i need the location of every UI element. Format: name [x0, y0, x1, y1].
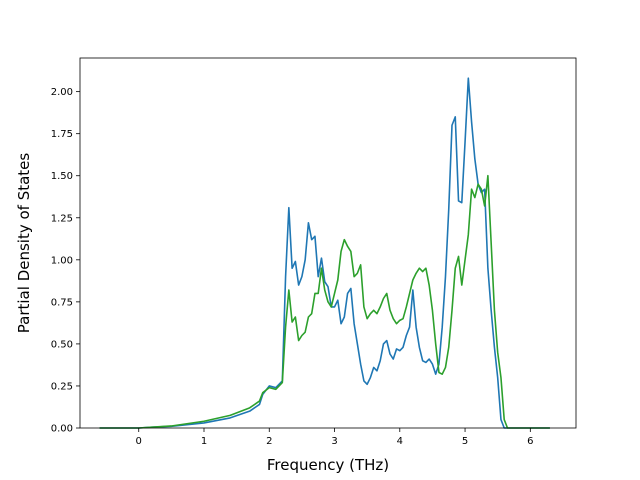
- y-axis-label: Partial Density of States: [15, 153, 33, 334]
- x-axis-label: Frequency (THz): [267, 456, 389, 474]
- y-tick-label: 0.50: [51, 339, 73, 350]
- y-tick-label: 0.25: [51, 381, 73, 392]
- plot-area: [99, 77, 550, 429]
- x-axis-ticks: 0 1 2 3 4 5 6: [136, 428, 534, 447]
- y-tick-label: 1.00: [51, 255, 73, 266]
- series-line-1: [99, 77, 550, 429]
- x-tick-label: 0: [136, 436, 142, 447]
- plot-frame: [79, 57, 577, 429]
- y-tick-label: 1.25: [51, 213, 73, 224]
- y-tick-label: 1.50: [51, 171, 73, 182]
- x-tick-label: 1: [201, 436, 207, 447]
- y-tick-label: 0.00: [51, 424, 73, 435]
- x-tick-label: 4: [397, 436, 403, 447]
- x-tick-label: 2: [266, 436, 272, 447]
- x-tick-label: 5: [462, 436, 468, 447]
- series-line-2: [99, 174, 550, 429]
- y-tick-label: 2.00: [51, 87, 73, 98]
- y-tick-label: 0.75: [51, 297, 73, 308]
- y-tick-label: 1.75: [51, 129, 73, 140]
- x-tick-label: 6: [527, 436, 533, 447]
- x-tick-label: 3: [331, 436, 337, 447]
- y-axis-ticks: 0.00 0.25 0.50 0.75 1.00 1.25 1.50 1.75 2.00: [51, 87, 80, 435]
